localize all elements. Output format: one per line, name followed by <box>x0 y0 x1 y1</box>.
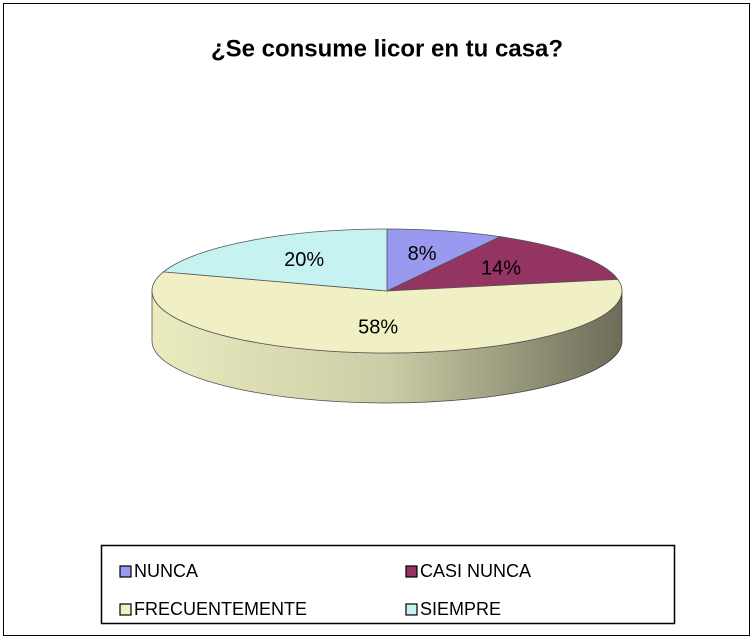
pie-slice <box>151 271 623 354</box>
legend-swatch <box>405 565 418 578</box>
legend-swatch <box>119 603 132 616</box>
pie-slice <box>386 228 502 292</box>
legend-label: SIEMPRE <box>420 599 501 619</box>
data-label: 58% <box>358 316 398 338</box>
legend-swatch <box>119 565 132 578</box>
legend-box <box>100 544 676 625</box>
legend-label: CASI NUNCA <box>420 561 531 581</box>
pie-slice-shade <box>152 291 622 403</box>
data-label: 20% <box>284 249 324 271</box>
legend-label: FRECUENTEMENTE <box>134 599 307 619</box>
legend-label: NUNCA <box>134 561 198 581</box>
legend-swatch <box>405 603 418 616</box>
pie-slice <box>162 228 388 292</box>
data-label: 14% <box>481 257 521 279</box>
data-label: 8% <box>408 243 437 265</box>
pie-slice <box>386 236 619 292</box>
chart-title: ¿Se consume licor en tu casa? <box>211 35 563 62</box>
